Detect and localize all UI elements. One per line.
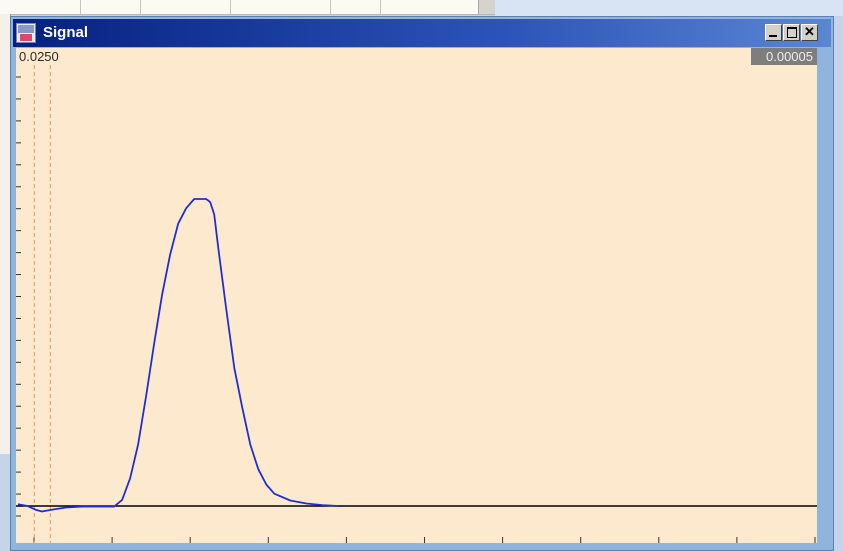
minimize-icon	[769, 35, 777, 37]
background-scrollbar[interactable]	[478, 0, 496, 14]
maximize-icon	[787, 27, 797, 38]
maximize-button[interactable]	[783, 24, 800, 41]
title-bar[interactable]: Signal ✕	[13, 19, 831, 47]
readout-bar: 0.0250 0.00005	[16, 48, 817, 65]
background-desktop	[495, 0, 843, 16]
signal-window[interactable]: Signal ✕ 0.0250 0.00005	[10, 16, 834, 551]
background-table-strip	[0, 0, 495, 15]
window-title: Signal	[43, 24, 89, 41]
scale-readout: 0.00005	[751, 48, 817, 65]
minimize-button[interactable]	[765, 24, 782, 41]
close-icon: ✕	[804, 24, 815, 39]
signal-plot[interactable]	[16, 65, 817, 543]
app-icon[interactable]	[16, 23, 36, 43]
cursor-readout: 0.0250	[19, 49, 59, 64]
close-button[interactable]: ✕	[801, 24, 818, 41]
signal-trace	[17, 198, 339, 513]
signal-plot-area[interactable]	[16, 65, 817, 543]
